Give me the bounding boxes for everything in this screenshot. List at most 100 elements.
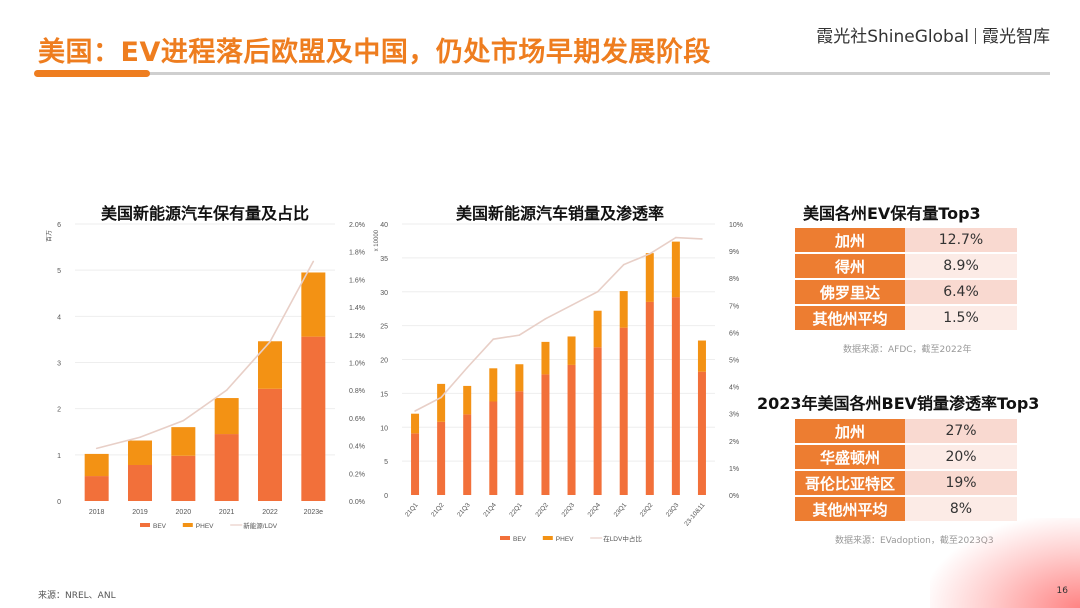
line-point <box>414 410 416 412</box>
bar-bev <box>258 388 282 501</box>
bar-bev <box>645 301 654 495</box>
y-tick-label: 40 <box>380 222 388 229</box>
x-tick-label: 22Q3 <box>560 501 576 518</box>
bar-phev <box>489 368 498 402</box>
bar-bev <box>541 374 550 495</box>
legend-label: 新能源/LDV <box>243 521 278 530</box>
bar-phev <box>593 310 602 348</box>
table2-note: 数据来源：EVadoption，截至2023Q3 <box>835 536 994 546</box>
y-tick-label: 4 <box>57 314 61 321</box>
bar-bev <box>128 464 152 501</box>
bar-phev <box>541 341 550 375</box>
bar-bev <box>214 434 239 501</box>
y-tick-label: 2 <box>57 407 61 414</box>
legend-swatch <box>542 536 553 540</box>
y-axis-label: x 10000 <box>374 229 380 251</box>
corner-decoration <box>930 518 1080 608</box>
line-point <box>622 263 625 266</box>
y2-tick-label: 3% <box>729 412 739 419</box>
line-point <box>95 447 98 450</box>
bar-bev <box>437 421 446 495</box>
state-name: 得州 <box>795 254 905 278</box>
y-tick-label: 3 <box>57 361 61 368</box>
y-tick-label: 25 <box>380 324 388 331</box>
bar-phev <box>171 427 196 456</box>
table-row: 华盛顿州 20% <box>795 445 1017 469</box>
table-row: 其他州平均 8% <box>795 497 1017 521</box>
bar-phev <box>515 364 524 392</box>
y2-tick-label: 1.6% <box>349 277 365 284</box>
y-tick-label: 20 <box>380 358 388 365</box>
table-row: 得州 8.9% <box>795 254 1017 278</box>
x-tick-label: 2022 <box>262 509 278 516</box>
y2-tick-label: 2.0% <box>349 222 365 229</box>
state-name: 其他州平均 <box>795 497 905 521</box>
y-tick-label: 30 <box>380 290 388 297</box>
legend-label: BEV <box>513 536 527 543</box>
brand-divider <box>975 28 976 44</box>
bar-phev <box>463 385 472 415</box>
line-point <box>225 389 228 391</box>
x-tick-label: 22Q1 <box>508 501 524 518</box>
y2-tick-label: 0.4% <box>349 444 365 451</box>
table-row: 佛罗里达 6.4% <box>795 280 1017 304</box>
x-tick-label: 2020 <box>176 509 192 516</box>
state-value: 8.9% <box>905 254 1017 278</box>
ev-stock-table: 加州 12.7% 得州 8.9% 佛罗里达 6.4% 其他州平均 1.5% <box>795 226 1017 332</box>
state-value: 8% <box>905 497 1017 521</box>
y-tick-label: 0 <box>57 499 61 506</box>
y2-tick-label: 5% <box>729 358 739 365</box>
bar-phev <box>214 398 239 435</box>
state-name: 华盛顿州 <box>795 445 905 469</box>
y-tick-label: 1 <box>57 453 61 460</box>
bar-bev <box>411 433 420 495</box>
y2-tick-label: 1.8% <box>349 250 365 257</box>
line-point <box>596 290 599 293</box>
y-tick-label: 6 <box>57 222 61 229</box>
table-row: 加州 27% <box>795 419 1017 443</box>
y2-tick-label: 10% <box>729 222 743 229</box>
state-value: 6.4% <box>905 280 1017 304</box>
line-point <box>466 366 469 369</box>
x-tick-label: 23Q3 <box>665 501 681 518</box>
y-tick-label: 5 <box>57 268 61 275</box>
table-row: 其他州平均 1.5% <box>795 306 1017 330</box>
bar-phev <box>437 383 446 422</box>
x-tick-label: 2018 <box>89 509 105 516</box>
legend-swatch <box>182 523 193 527</box>
y-tick-label: 0 <box>384 493 388 500</box>
table1-title: 美国各州EV保有量Top3 <box>803 204 981 223</box>
bar-bev <box>697 371 706 495</box>
bev-penetration-table: 加州 27% 华盛顿州 20% 哥伦比亚特区 19% 其他州平均 8% <box>795 417 1017 523</box>
page-number: 16 <box>1056 586 1068 596</box>
bar-phev <box>697 340 706 372</box>
y2-tick-label: 4% <box>729 385 739 392</box>
line-series <box>96 261 315 450</box>
bar-bev <box>567 364 576 495</box>
x-tick-label: 21Q2 <box>430 501 446 518</box>
bar-bev <box>671 297 680 495</box>
line-point <box>312 260 315 263</box>
brand-sub: 霞光智库 <box>982 27 1050 47</box>
state-name: 其他州平均 <box>795 306 905 330</box>
y2-tick-label: 8% <box>729 276 739 283</box>
bar-bev <box>619 327 628 495</box>
line-point <box>269 340 271 343</box>
bar-phev <box>258 341 282 389</box>
page-title: 美国：EV进程落后欧盟及中国，仍处市场早期发展阶段 <box>38 37 711 68</box>
bar-bev <box>463 414 472 495</box>
state-name: 哥伦比亚特区 <box>795 471 905 495</box>
y2-tick-label: 0.0% <box>349 499 365 506</box>
x-tick-label: 2019 <box>132 509 148 516</box>
y-tick-label: 10 <box>380 425 388 432</box>
table-row: 加州 12.7% <box>795 228 1017 252</box>
state-value: 19% <box>905 471 1017 495</box>
y-tick-label: 15 <box>380 391 388 398</box>
y2-tick-label: 6% <box>729 330 739 337</box>
table-row: 哥伦比亚特区 19% <box>795 471 1017 495</box>
y2-tick-label: 1.0% <box>349 361 365 368</box>
y2-tick-label: 0.2% <box>349 471 365 478</box>
y2-tick-label: 1% <box>729 466 739 473</box>
line-point <box>139 436 141 439</box>
bar-phev <box>84 453 109 477</box>
